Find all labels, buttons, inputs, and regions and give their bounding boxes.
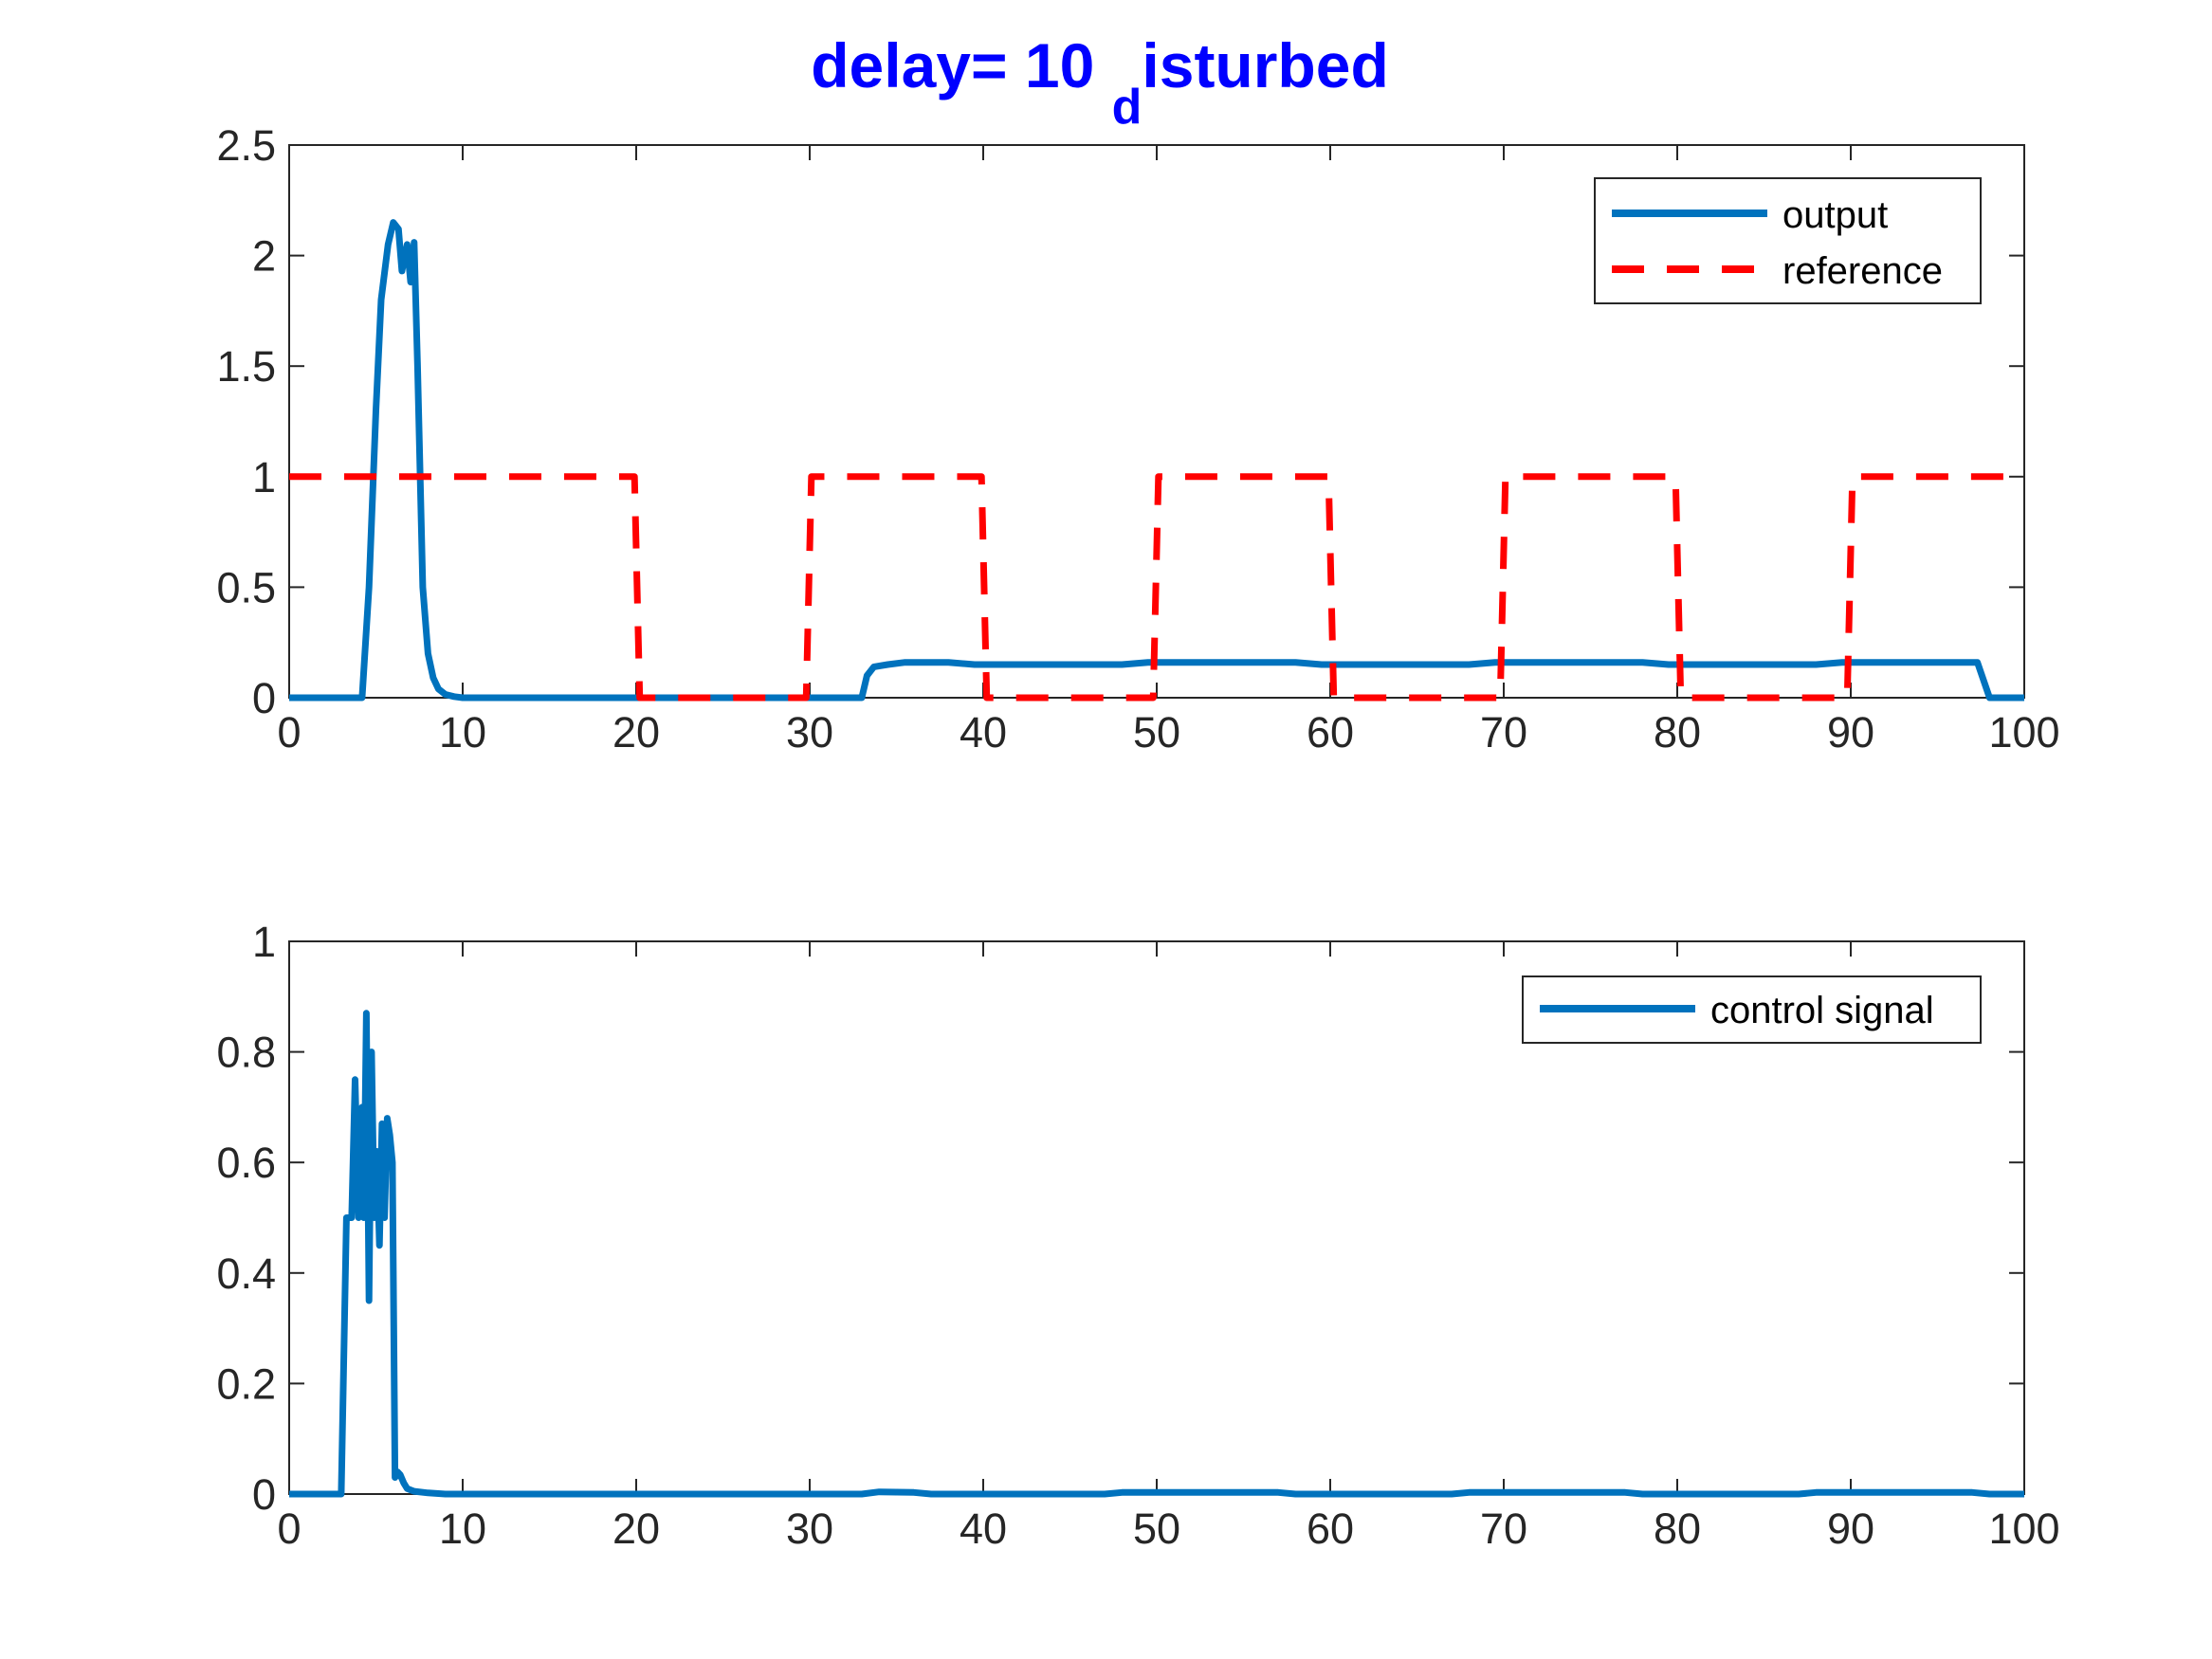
- bottom-xtick-label: 70: [1480, 1504, 1527, 1553]
- top-xtick-label: 70: [1480, 708, 1527, 757]
- top-legend: output reference: [1594, 177, 1982, 304]
- legend-reference-label: reference: [1782, 250, 1943, 292]
- top-xtick-label: 40: [960, 708, 1007, 757]
- bottom-ytick-label: 0: [252, 1470, 276, 1519]
- top-xtick-label: 20: [612, 708, 660, 757]
- top-axes-ticks: 0 10 20 30 40 50 60 70 80 90 100 0 0.5 1 1.5 2 2.5: [216, 121, 2059, 757]
- top-xtick-label: 0: [277, 708, 301, 757]
- series-reference-line: [289, 473, 2024, 702]
- bottom-xtick-label: 60: [1307, 1504, 1354, 1553]
- top-xtick-label: 60: [1307, 708, 1354, 757]
- top-ytick-label: 0.5: [216, 563, 276, 611]
- bottom-ytick-label: 1: [252, 918, 276, 966]
- top-xtick-label: 90: [1827, 708, 1874, 757]
- top-xtick-label: 10: [439, 708, 486, 757]
- bottom-axes: 0 10 20 30 40 50 60 70 80 90 100 0 0.2 0.4 0.6 0.8 1 con…: [216, 918, 2059, 1553]
- top-ytick-label: 1.5: [216, 342, 276, 391]
- bottom-ytick-label: 0.8: [216, 1029, 276, 1077]
- legend-output-label: output: [1782, 194, 1888, 236]
- bottom-xtick-label: 30: [786, 1504, 833, 1553]
- top-ytick-label: 2: [252, 232, 276, 281]
- top-legend-box: [1594, 177, 1982, 304]
- chart-title: delay= 10 disturbed: [811, 30, 1389, 135]
- top-xtick-label: 50: [1133, 708, 1180, 757]
- series-control-signal-line: [289, 1010, 2024, 1498]
- top-ytick-label: 0: [252, 674, 276, 722]
- top-xtick-label: 30: [786, 708, 833, 757]
- top-ytick-label: 2.5: [216, 121, 276, 170]
- bottom-xtick-label: 0: [277, 1504, 301, 1553]
- bottom-xtick-label: 90: [1827, 1504, 1874, 1553]
- top-axes: 0 10 20 30 40 50 60 70 80 90 100 0 0.5 1 1.5 2 2.5 outpu…: [216, 121, 2059, 757]
- title-subscript: d: [1112, 80, 1143, 135]
- top-xtick-label: 80: [1654, 708, 1701, 757]
- bottom-ytick-label: 0.4: [216, 1249, 276, 1298]
- bottom-ytick-label: 0.2: [216, 1359, 276, 1408]
- bottom-axes-ticks: 0 10 20 30 40 50 60 70 80 90 100 0 0.2 0.4 0.6 0.8 1: [216, 918, 2059, 1553]
- bottom-xtick-label: 50: [1133, 1504, 1180, 1553]
- title-main: delay= 10: [811, 30, 1111, 100]
- top-axes-series: [289, 219, 2024, 702]
- top-xtick-label: 100: [1988, 708, 2059, 757]
- bottom-xtick-label: 80: [1654, 1504, 1701, 1553]
- title-rest: isturbed: [1142, 30, 1388, 100]
- bottom-xtick-label: 40: [960, 1504, 1007, 1553]
- bottom-xtick-label: 100: [1988, 1504, 2059, 1553]
- top-ytick-label: 1: [252, 453, 276, 501]
- series-output-line: [289, 219, 2024, 702]
- legend-control-label: control signal: [1710, 990, 1934, 1031]
- bottom-xtick-label: 20: [612, 1504, 660, 1553]
- bottom-axes-series: [289, 1010, 2024, 1498]
- bottom-legend: control signal: [1522, 975, 1982, 1044]
- bottom-xtick-label: 10: [439, 1504, 486, 1553]
- bottom-ytick-label: 0.6: [216, 1139, 276, 1187]
